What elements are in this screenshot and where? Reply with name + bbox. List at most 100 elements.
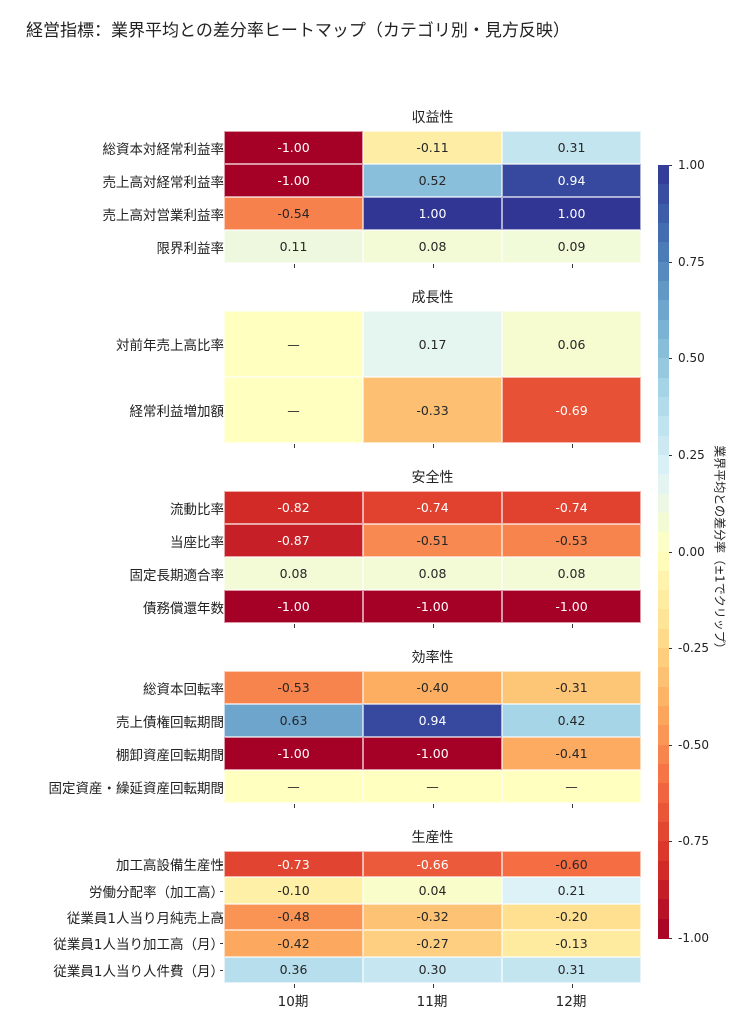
colorbar-segment [658, 377, 669, 398]
colorbar-segment [658, 474, 669, 495]
colorbar-segment [658, 667, 669, 688]
colorbar-segment [658, 416, 669, 437]
colorbar-segment [658, 570, 669, 592]
row-label: 当座比率 [170, 534, 224, 551]
heatmap-cell: -0.27 [363, 930, 502, 957]
colorbar-tick [669, 165, 672, 166]
heatmap-cell: 0.42 [502, 704, 641, 737]
heatmap-cell: -1.00 [224, 164, 363, 197]
heatmap-cell: -0.13 [502, 930, 641, 957]
heatmap-cell: -0.10 [224, 877, 363, 904]
heatmap-cell: -0.53 [224, 671, 363, 704]
x-tick [571, 264, 573, 268]
heatmap-cell: 0.31 [502, 131, 641, 164]
colorbar-tick [669, 744, 672, 746]
x-tick [432, 984, 434, 988]
panel-title: 生産性 [411, 830, 454, 846]
y-tick [220, 969, 223, 971]
y-tick [220, 720, 223, 722]
x-tick [432, 804, 434, 808]
heatmap-cell: -0.69 [502, 377, 641, 443]
colorbar-tick [669, 841, 672, 843]
heatmap-cell: -0.66 [363, 851, 502, 878]
heatmap-cell: 0.94 [502, 164, 641, 197]
y-tick [220, 606, 223, 608]
heatmap-cell: 0.94 [363, 704, 502, 737]
colorbar-segment [658, 899, 669, 920]
row-label: 固定資産・繰延資産回転期間 [48, 780, 225, 797]
colorbar-segment [658, 338, 669, 360]
colorbar-tick-label: -0.50 [678, 737, 710, 752]
heatmap-cell: 1.00 [502, 197, 641, 230]
x-tick [293, 444, 295, 448]
x-tick [571, 984, 573, 988]
y-tick [220, 147, 223, 149]
heatmap-cell: -1.00 [224, 737, 363, 770]
row-label: 従業員1人当り加工高（月） [53, 937, 224, 954]
heatmap-cell: -0.31 [502, 671, 641, 704]
heatmap-cell: — [224, 311, 363, 377]
row-label: 売上高対経常利益率 [102, 174, 225, 191]
colorbar-segment [658, 764, 669, 785]
y-tick [220, 943, 223, 945]
y-tick [220, 753, 223, 755]
colorbar-segment [658, 706, 669, 727]
row-label: 棚卸資産回転期間 [116, 747, 224, 764]
colorbar-label: 業界平均との差分率（±1でクリップ） [712, 445, 727, 655]
colorbar-segment [658, 203, 669, 224]
x-tick [432, 264, 434, 268]
x-tick-label: 11期 [416, 994, 448, 1010]
colorbar [658, 165, 669, 939]
y-tick [220, 864, 223, 866]
x-tick-label: 12期 [555, 994, 587, 1010]
colorbar-segment [658, 358, 669, 379]
row-label: 総資本回転率 [143, 681, 224, 698]
heatmap-cell: -0.20 [502, 903, 641, 931]
colorbar-tick-label: 0.75 [678, 254, 705, 269]
colorbar-tick-label: -1.00 [678, 931, 710, 945]
colorbar-segment [658, 261, 669, 282]
heatmap-cell: 0.11 [224, 230, 363, 263]
colorbar-segment [658, 628, 669, 650]
heatmap-cell: -0.40 [363, 671, 502, 704]
colorbar-segment [658, 590, 669, 611]
y-tick [220, 890, 223, 892]
x-tick [293, 264, 295, 268]
heatmap-cell: 0.08 [502, 557, 641, 590]
x-tick [571, 804, 573, 808]
colorbar-segment [658, 802, 669, 824]
chart-title: 経営指標：業界平均との差分率ヒートマップ（カテゴリ別・見方反映） [26, 21, 570, 41]
colorbar-segment [658, 435, 669, 456]
heatmap-cell: -0.74 [363, 491, 502, 524]
heatmap-cell: 0.21 [502, 877, 641, 904]
heatmap-cell: 0.36 [224, 956, 363, 983]
heatmap-cell: -1.00 [502, 590, 641, 623]
heatmap-cell: -0.53 [502, 524, 641, 557]
y-tick [220, 507, 223, 509]
x-tick [293, 984, 295, 988]
colorbar-segment [658, 551, 669, 572]
y-tick [220, 573, 223, 575]
colorbar-segment [658, 609, 669, 630]
colorbar-tick-label: 0.50 [678, 351, 705, 366]
heatmap-cell: 0.52 [363, 164, 502, 197]
colorbar-tick [669, 358, 672, 360]
heatmap-cell: 0.08 [363, 557, 502, 590]
heatmap-cell: -0.82 [224, 491, 363, 524]
colorbar-segment [658, 396, 669, 418]
heatmap-cell: 0.30 [363, 956, 502, 983]
row-label: 経常利益増加額 [129, 404, 225, 420]
heatmap-cell: 0.08 [224, 557, 363, 590]
row-label: 売上債権回転期間 [116, 714, 224, 731]
heatmap-cell: — [363, 770, 502, 803]
row-label: 限界利益率 [156, 240, 225, 257]
x-tick-label: 10期 [277, 994, 309, 1010]
heatmap-cell: 0.04 [363, 877, 502, 904]
colorbar-tick-label: -0.25 [678, 641, 710, 656]
heatmap-cell: 1.00 [363, 197, 502, 230]
heatmap-cell: -1.00 [224, 590, 363, 623]
colorbar-segment [658, 242, 669, 263]
heatmap-cell: -0.54 [224, 197, 363, 230]
row-label: 加工高設備生産性 [116, 858, 224, 875]
